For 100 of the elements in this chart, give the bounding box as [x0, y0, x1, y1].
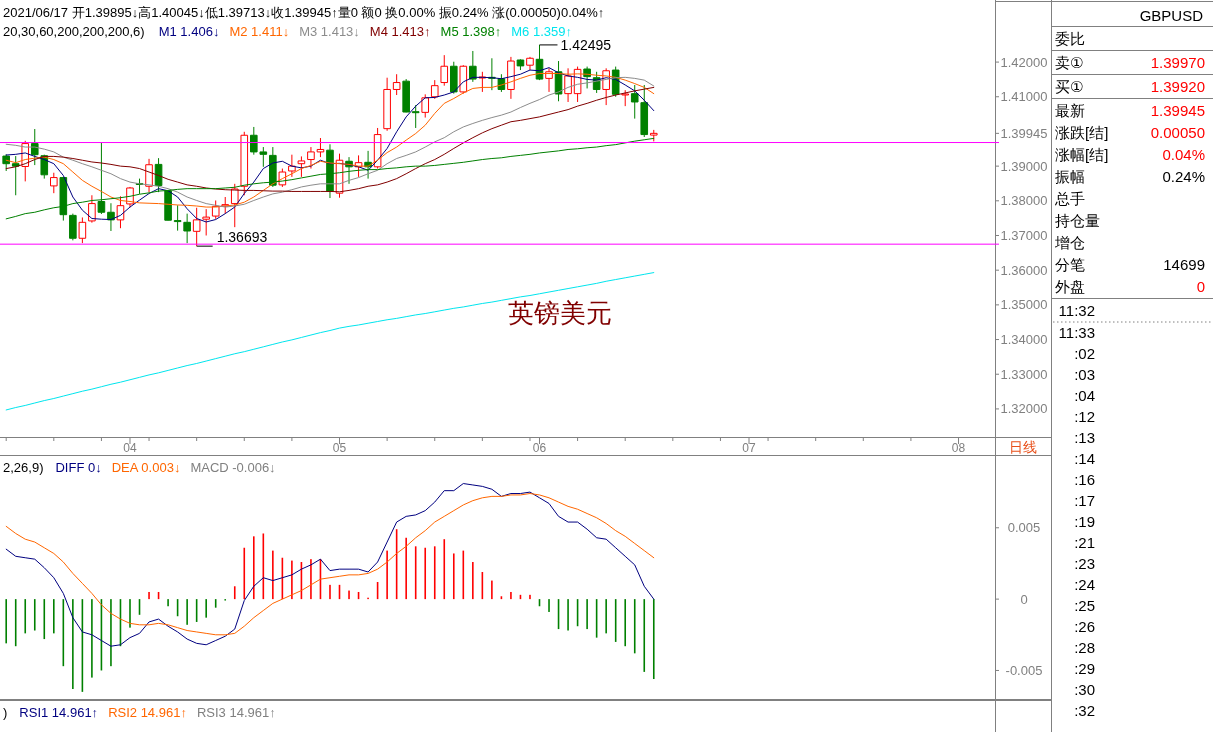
- text: DEA 0.003↓: [111, 459, 181, 475]
- legend-label: RSI2 14.961↑: [108, 704, 187, 720]
- category-label: 涨幅[结]: [1055, 145, 1109, 163]
- text: :03: [1074, 365, 1095, 383]
- candlestick: [383, 77, 391, 132]
- text: :17: [1074, 491, 1095, 509]
- candlestick: [354, 154, 363, 178]
- text: GBPUSD: [1139, 6, 1204, 24]
- candlestick: [116, 195, 125, 229]
- line-series: [5, 272, 655, 411]
- chart-title: 2021/06/17 开1.39895↓高1.40045↓低1.39713↓收1.39945↑量0 额0 换0.00% 振0.24% 涨(0.00050)0.04%↑: [3, 4, 605, 20]
- text: M6 1.359↑: [511, 23, 572, 39]
- candlestick: [78, 216, 87, 244]
- category-label: 增仓: [1054, 233, 1085, 251]
- candlestick: [326, 143, 334, 199]
- x-tick-label: 05: [332, 441, 347, 455]
- candlestick: [202, 208, 210, 236]
- text: ): [3, 704, 8, 720]
- text: 1.39970: [1150, 53, 1205, 71]
- candlestick: [240, 131, 249, 196]
- legend-label: RSI3 14.961↑: [196, 704, 276, 720]
- text: :28: [1074, 638, 1095, 656]
- y-tick-label: 1.33000: [1000, 366, 1048, 382]
- candlestick: [154, 157, 163, 193]
- line-series: [5, 86, 655, 193]
- y-tick-label: -0.005: [1005, 662, 1043, 678]
- candlestick: [211, 199, 220, 220]
- y-tick-label: 1.41000: [1000, 89, 1048, 105]
- candlestick: [392, 73, 401, 96]
- text: :13: [1074, 428, 1095, 446]
- category-label: 委比: [1055, 29, 1085, 47]
- text: M1 1.406↓: [158, 23, 220, 39]
- annotation: 英镑美元: [508, 297, 613, 328]
- text: 0.00050: [1150, 123, 1205, 141]
- candlestick: [602, 67, 610, 106]
- text: M3 1.413↓: [299, 23, 360, 39]
- candlestick: [335, 153, 344, 199]
- y-tick-label: 1.32000: [1000, 401, 1048, 417]
- legend-label: RSI1 14.961↑: [19, 704, 99, 720]
- y-tick-label: 1.39945: [1000, 125, 1048, 141]
- text: :14: [1074, 449, 1095, 467]
- category-label: 涨跌[结]: [1055, 123, 1109, 141]
- x-tick-label: 07: [742, 441, 757, 455]
- candlestick: [30, 128, 39, 166]
- candlestick: [421, 93, 430, 119]
- text: :23: [1074, 554, 1095, 572]
- candlestick: [469, 50, 477, 83]
- y-tick-label: 1.36000: [1000, 262, 1048, 278]
- text: :12: [1074, 407, 1095, 425]
- candlestick: [88, 194, 96, 224]
- candlestick: [69, 213, 77, 241]
- candlestick: [183, 213, 191, 244]
- text: 日线: [1009, 438, 1037, 455]
- candlestick: [459, 64, 468, 95]
- category-label: 总手: [1054, 189, 1085, 207]
- candlestick: [126, 186, 134, 208]
- candlestick: [278, 168, 287, 188]
- text: :16: [1074, 470, 1095, 488]
- candlestick: [507, 56, 515, 100]
- candlestick: [411, 104, 420, 129]
- text: 1.39920: [1150, 77, 1205, 95]
- candlestick: [297, 155, 306, 178]
- text: DIFF 0↓: [55, 459, 102, 475]
- text: :02: [1074, 344, 1095, 362]
- candlestick: [649, 129, 658, 142]
- candlestick: [192, 207, 201, 247]
- category-label: 卖①: [1055, 53, 1084, 71]
- text: 0.24%: [1162, 167, 1205, 185]
- candlestick: [269, 146, 277, 188]
- text: 11:33: [1058, 323, 1095, 341]
- text: 0: [1196, 277, 1205, 295]
- annotation: 1.36693: [216, 229, 268, 246]
- candlestick: [221, 196, 230, 215]
- text: 11:32: [1058, 302, 1095, 319]
- text: :19: [1074, 512, 1095, 530]
- candlestick: [21, 140, 30, 182]
- annotation: MACD -0.006↓: [190, 459, 276, 475]
- text: 20,30,60,200,200,200,6): [3, 23, 145, 39]
- chart-title: 2,26,9): [3, 459, 44, 475]
- line-series: [5, 137, 655, 220]
- text: :26: [1074, 617, 1095, 635]
- text: M4 1.413↑: [369, 23, 431, 39]
- text: 0.04%: [1162, 145, 1205, 163]
- category-label: 最新: [1055, 101, 1085, 119]
- x-tick-label: 08: [951, 441, 966, 455]
- text: :21: [1074, 533, 1095, 551]
- x-tick-label: 06: [532, 441, 547, 455]
- candlestick: [97, 142, 106, 215]
- text: M2 1.411↓: [229, 23, 290, 39]
- text: 1.39945: [1150, 101, 1205, 119]
- candlestick: [173, 204, 182, 232]
- category-label: 外盘: [1055, 277, 1085, 295]
- y-tick-label: 1.42000: [1000, 54, 1048, 70]
- candlestick: [621, 89, 630, 107]
- candlestick: [402, 78, 410, 113]
- candlestick: [573, 66, 582, 103]
- text: :25: [1074, 596, 1095, 614]
- category-label: 买①: [1055, 77, 1084, 95]
- candlestick: [316, 137, 325, 158]
- text: :04: [1074, 386, 1095, 404]
